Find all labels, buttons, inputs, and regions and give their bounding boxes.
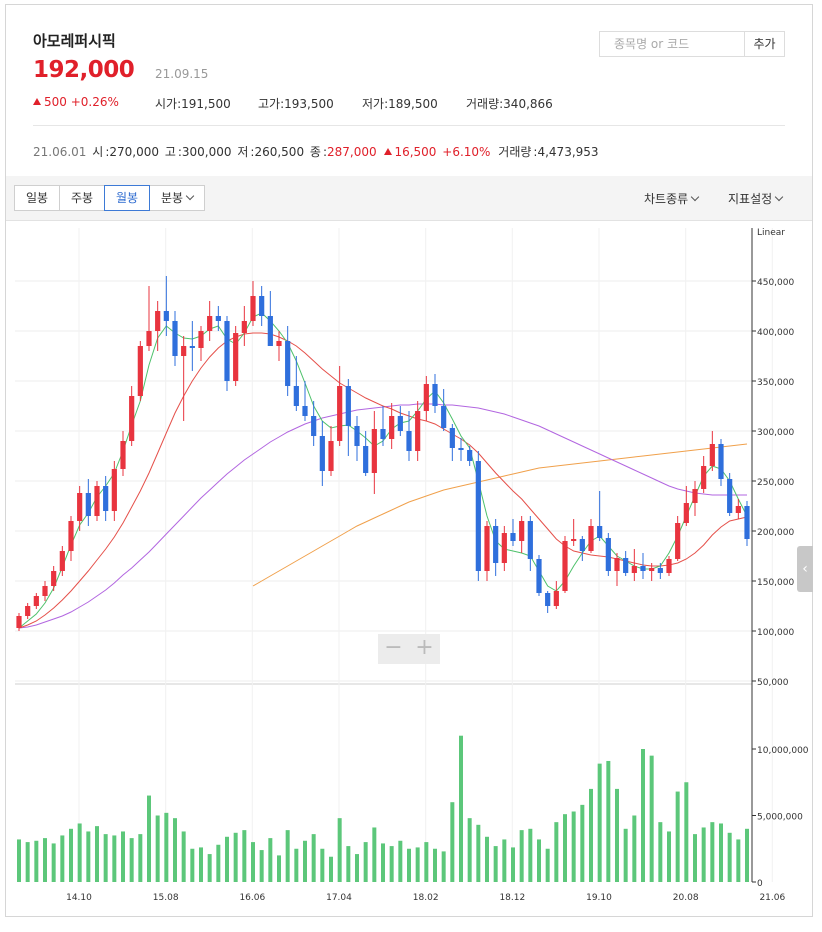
volume-label: 거래량 (466, 97, 500, 111)
volume-stat: 거래량:340,866 (466, 97, 553, 111)
summary-open-label: 시 (92, 145, 104, 159)
summary-change-percent: +6.10% (442, 145, 491, 159)
summary-date: 21.06.01 (33, 145, 87, 159)
chevron-left-icon: ‹ (802, 561, 808, 577)
chevron-down-icon (690, 192, 700, 202)
zoom-control: − + (378, 634, 440, 664)
chart-type-label: 차트종류 (644, 192, 689, 206)
low-value: 189,500 (388, 97, 438, 111)
tab-minute-label: 분봉 (160, 191, 184, 205)
chart-toolbar: 일봉 주봉 월봉 분봉 차트종류 지표설정 (6, 176, 812, 221)
summary-high-label: 고 (164, 145, 176, 159)
summary-high: 300,000 (181, 145, 232, 159)
stock-search-input[interactable]: 종목명 or 코드 (599, 31, 745, 57)
change-value: 500 (44, 95, 67, 109)
up-arrow-icon (33, 98, 41, 105)
open-stat: 시가:191,500 (155, 97, 231, 111)
add-button[interactable]: 추가 (744, 31, 785, 57)
summary-open: 270,000 (109, 145, 159, 159)
tab-weekly[interactable]: 주봉 (59, 185, 105, 211)
zoom-in-button[interactable]: + (415, 635, 434, 660)
summary-change-value: 16,500 (394, 145, 437, 159)
open-label: 시가 (155, 97, 178, 111)
price-date: 21.09.15 (155, 67, 209, 81)
low-stat: 저가:189,500 (362, 97, 438, 111)
stock-name: 아모레퍼시픽 (33, 32, 116, 50)
side-panel-toggle[interactable]: ‹ (797, 546, 813, 592)
summary-low-label: 저 (237, 145, 249, 159)
summary-volume: 4,473,953 (537, 145, 599, 159)
high-label: 고가 (258, 97, 281, 111)
zoom-out-button[interactable]: − (384, 635, 403, 660)
tab-monthly[interactable]: 월봉 (104, 185, 150, 211)
summary-close-label: 종 (309, 145, 321, 159)
summary-close: 287,000 (327, 145, 377, 159)
chevron-down-icon (774, 192, 784, 202)
current-price: 192,000 (33, 57, 135, 83)
change-percent: +0.26% (70, 95, 119, 109)
tab-daily[interactable]: 일봉 (14, 185, 60, 211)
chevron-down-icon (185, 191, 195, 201)
indicator-settings-label: 지표설정 (728, 192, 773, 206)
tab-minute[interactable]: 분봉 (149, 185, 205, 211)
up-arrow-icon (384, 148, 393, 155)
stock-chart-panel (5, 4, 813, 917)
summary-volume-label: 거래량 (498, 145, 532, 159)
price-change: 500 +0.26% (33, 95, 119, 109)
high-stat: 고가:193,500 (258, 97, 334, 111)
summary-change: 16,500 +6.10% (382, 145, 492, 159)
open-value: 191,500 (181, 97, 231, 111)
indicator-settings-menu[interactable]: 지표설정 (728, 190, 784, 207)
volume-value: 340,866 (503, 97, 553, 111)
month-summary: 21.06.01 시:270,000 고:300,000 저:260,500 종… (33, 145, 599, 159)
high-value: 193,500 (284, 97, 334, 111)
chart-type-menu[interactable]: 차트종류 (644, 190, 700, 207)
summary-low: 260,500 (254, 145, 305, 159)
header-divider (33, 125, 785, 126)
low-label: 저가 (362, 97, 385, 111)
